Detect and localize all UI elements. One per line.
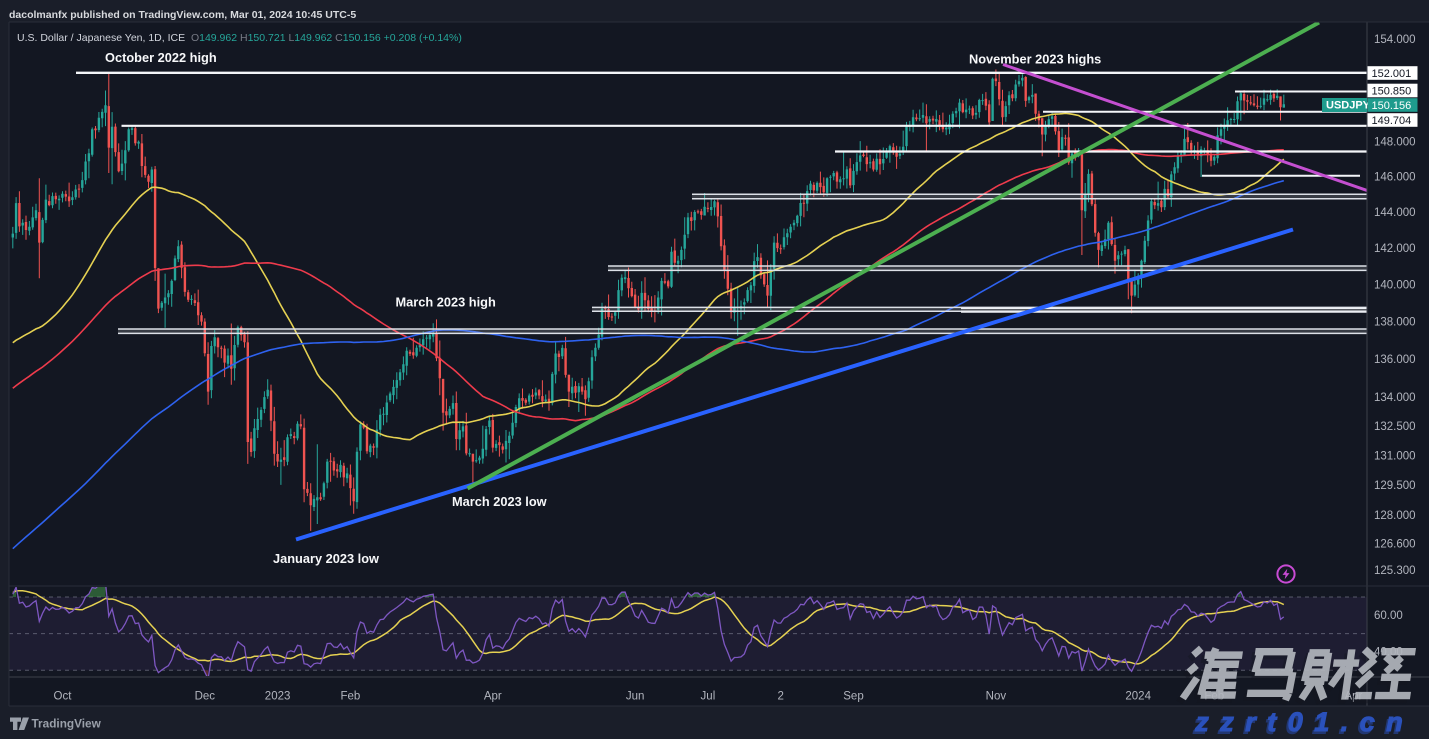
svg-text:128.000: 128.000 xyxy=(1374,510,1416,522)
svg-text:2023: 2023 xyxy=(265,691,291,703)
svg-text:Jul: Jul xyxy=(701,691,716,703)
svg-text:Sep: Sep xyxy=(843,691,863,703)
svg-text:Oct: Oct xyxy=(54,691,73,703)
svg-text:125.300: 125.300 xyxy=(1374,565,1416,577)
svg-text:150.850: 150.850 xyxy=(1372,85,1412,97)
svg-text:U.S. Dollar / Japanese Yen, 1D: U.S. Dollar / Japanese Yen, 1D, ICE O149… xyxy=(17,32,462,44)
svg-text:129.500: 129.500 xyxy=(1374,480,1416,492)
svg-text:March 2023 high: March 2023 high xyxy=(396,295,496,310)
svg-text:60.00: 60.00 xyxy=(1374,610,1403,622)
svg-text:142.000: 142.000 xyxy=(1374,243,1416,255)
svg-text:131.000: 131.000 xyxy=(1374,451,1416,463)
svg-text:November 2023 highs: November 2023 highs xyxy=(969,52,1101,67)
svg-text:Dec: Dec xyxy=(195,691,216,703)
svg-text:152.001: 152.001 xyxy=(1372,68,1412,80)
svg-text:134.000: 134.000 xyxy=(1374,392,1416,404)
svg-text:132.500: 132.500 xyxy=(1374,421,1416,433)
svg-text:144.000: 144.000 xyxy=(1374,207,1416,219)
svg-text:154.000: 154.000 xyxy=(1374,34,1416,46)
svg-text:150.156: 150.156 xyxy=(1372,100,1412,112)
svg-text:136.000: 136.000 xyxy=(1374,354,1416,366)
svg-text:USDJPY: USDJPY xyxy=(1326,100,1371,112)
svg-text:126.600: 126.600 xyxy=(1374,539,1416,551)
svg-text:March 2023 low: March 2023 low xyxy=(452,494,547,509)
svg-text:TradingView: TradingView xyxy=(32,717,102,731)
svg-text:Feb: Feb xyxy=(340,691,360,703)
svg-text:Jun: Jun xyxy=(626,691,645,703)
svg-text:October 2022 high: October 2022 high xyxy=(105,50,217,65)
svg-text:January 2023 low: January 2023 low xyxy=(273,551,379,566)
svg-text:Apr: Apr xyxy=(484,691,502,703)
svg-text:z z r t 0 1 . c n: z z r t 0 1 . c n xyxy=(1194,707,1405,737)
svg-text:2024: 2024 xyxy=(1125,691,1151,703)
svg-text:146.000: 146.000 xyxy=(1374,171,1416,183)
svg-text:148.000: 148.000 xyxy=(1374,136,1416,148)
svg-text:Nov: Nov xyxy=(986,691,1007,703)
svg-text:140.000: 140.000 xyxy=(1374,279,1416,291)
svg-text:z z r t 0 1 . c n: z z r t 0 1 . c n xyxy=(1192,710,1403,739)
svg-text:138.000: 138.000 xyxy=(1374,316,1416,328)
svg-text:dacolmanfx published on Tradin: dacolmanfx published on TradingView.com,… xyxy=(9,9,356,21)
svg-text:2: 2 xyxy=(777,691,783,703)
svg-text:149.704: 149.704 xyxy=(1372,115,1412,127)
